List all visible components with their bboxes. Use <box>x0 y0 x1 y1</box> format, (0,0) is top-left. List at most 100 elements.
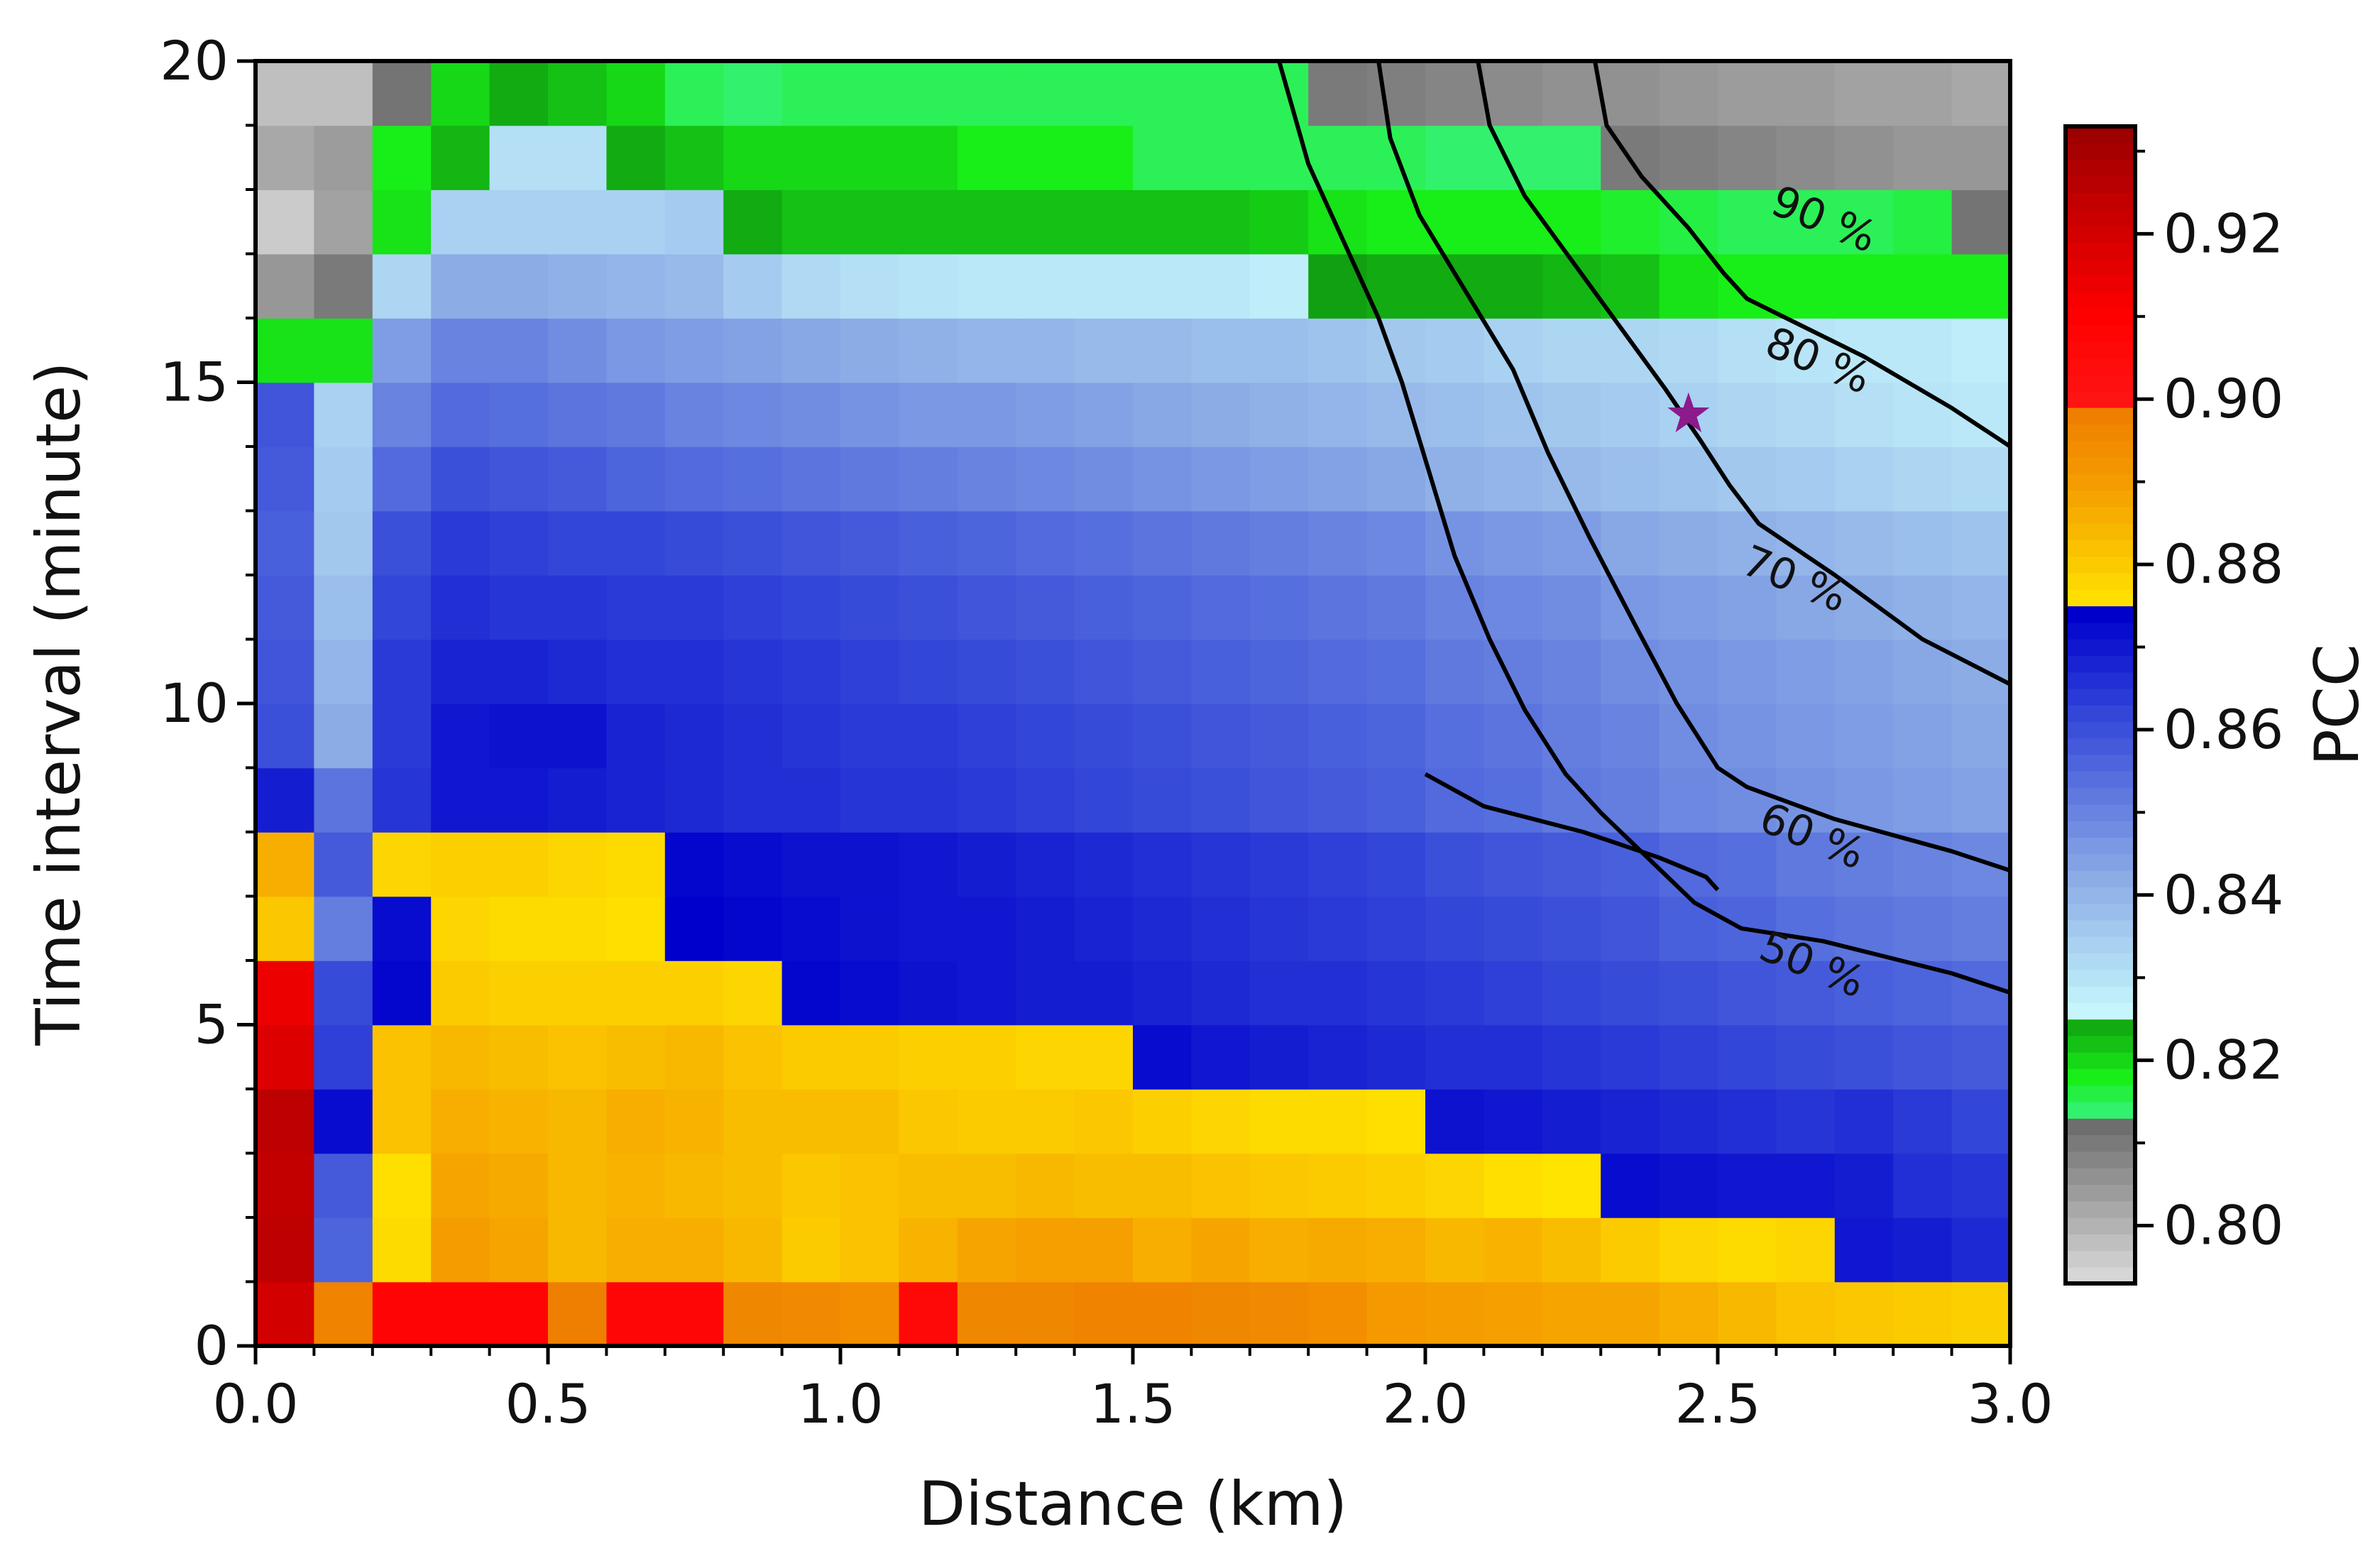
y-tick-label: 10 <box>160 672 229 735</box>
heatmap-cell <box>840 318 900 383</box>
heatmap-cell <box>431 1024 490 1090</box>
heatmap-cell <box>489 703 549 769</box>
heatmap-cell <box>1074 382 1134 447</box>
heatmap-cell <box>840 1217 900 1283</box>
heatmap-cell <box>372 1089 432 1154</box>
heatmap-cell <box>1249 382 1309 447</box>
heatmap-cell <box>1016 190 1075 255</box>
heatmap-cell <box>957 318 1016 383</box>
heatmap-cell <box>782 639 841 704</box>
heatmap-cell <box>723 703 783 769</box>
colorbar-segment <box>2066 1151 2135 1168</box>
heatmap-cell <box>1308 767 1368 833</box>
heatmap-cell <box>1776 61 1836 126</box>
heatmap-cell <box>1659 1089 1718 1154</box>
heatmap-cell <box>1893 125 1953 190</box>
colorbar-segment <box>2066 473 2135 491</box>
heatmap-cell <box>489 767 549 833</box>
heatmap-cell <box>1601 190 1660 255</box>
heatmap-cell <box>1718 960 1777 1026</box>
heatmap-cell <box>723 510 783 576</box>
colorbar-segment <box>2066 143 2135 160</box>
heatmap-cell <box>899 190 958 255</box>
x-tick-label: 2.0 <box>1383 1372 1469 1435</box>
heatmap-cell <box>782 318 841 383</box>
heatmap-cell <box>899 896 958 961</box>
heatmap-cell <box>1191 190 1251 255</box>
heatmap-cell <box>431 703 490 769</box>
heatmap-cell <box>1308 61 1368 126</box>
heatmap-cell <box>1659 190 1718 255</box>
heatmap-cell <box>314 125 373 190</box>
heatmap-cell <box>431 1089 490 1154</box>
heatmap-cell <box>1366 767 1426 833</box>
colorbar-segment <box>2066 638 2135 656</box>
heatmap-cell <box>840 1281 900 1347</box>
heatmap-cell <box>1951 575 2011 640</box>
heatmap-cell <box>606 767 666 833</box>
colorbar-segment <box>2066 738 2135 755</box>
heatmap-cell <box>1016 447 1075 512</box>
heatmap-cell <box>1601 1024 1660 1090</box>
heatmap-cell <box>1366 1153 1426 1218</box>
heatmap-cell <box>1366 382 1426 447</box>
heatmap-cell <box>372 767 432 833</box>
heatmap-cell <box>1016 575 1075 640</box>
heatmap-cell <box>840 510 900 576</box>
heatmap-cell <box>1893 510 1953 576</box>
colorbar-segment <box>2066 821 2135 838</box>
heatmap-cell <box>256 382 315 447</box>
heatmap-cell <box>1601 575 1660 640</box>
heatmap-cell <box>1191 61 1251 126</box>
heatmap-cell <box>372 125 432 190</box>
colorbar-tick-label: 0.88 <box>2164 532 2283 596</box>
heatmap-cell <box>314 1024 373 1090</box>
colorbar-segment <box>2066 390 2135 408</box>
heatmap-cell <box>782 190 841 255</box>
heatmap-cell <box>1308 1024 1368 1090</box>
heatmap-cell <box>840 447 900 512</box>
heatmap-cell <box>1951 1217 2011 1283</box>
heatmap-cell <box>314 960 373 1026</box>
heatmap-cell <box>840 1024 900 1090</box>
heatmap-cell <box>256 575 315 640</box>
heatmap-cell <box>1308 510 1368 576</box>
heatmap-cell <box>1718 61 1777 126</box>
heatmap-cell <box>1191 1217 1251 1283</box>
heatmap-cell <box>372 190 432 255</box>
heatmap-cell <box>1601 382 1660 447</box>
heatmap-cell <box>957 1153 1016 1218</box>
heatmap-cell <box>1249 703 1309 769</box>
heatmap-cell <box>372 1217 432 1283</box>
heatmap-cell <box>1834 575 1894 640</box>
heatmap-cell <box>664 575 724 640</box>
heatmap-cell <box>723 125 783 190</box>
colorbar-tick-label: 0.82 <box>2164 1029 2283 1092</box>
heatmap-cell <box>372 960 432 1026</box>
heatmap-cell <box>1191 318 1251 383</box>
heatmap-cell <box>431 1281 490 1347</box>
heatmap-cell <box>1425 703 1485 769</box>
heatmap-cell <box>723 61 783 126</box>
heatmap-cell <box>1542 575 1601 640</box>
colorbar-frame <box>2063 124 2137 1286</box>
colorbar-segment <box>2066 953 2135 970</box>
heatmap-cell <box>1776 1089 1836 1154</box>
heatmap-cell <box>1308 1089 1368 1154</box>
heatmap-cell <box>1191 703 1251 769</box>
colorbar-segment <box>2066 919 2135 937</box>
heatmap-cell <box>1016 639 1075 704</box>
colorbar-segment <box>2066 1200 2135 1218</box>
colorbar-segment <box>2066 1035 2135 1053</box>
heatmap-cell <box>256 1281 315 1347</box>
colorbar-segment <box>2066 804 2135 821</box>
heatmap-cell <box>1951 253 2011 319</box>
heatmap-cell <box>1776 190 1836 255</box>
heatmap-cell <box>1133 125 1192 190</box>
heatmap-cell <box>899 1281 958 1347</box>
heatmap-cell <box>1834 447 1894 512</box>
heatmap-cell <box>1776 960 1836 1026</box>
heatmap-cell <box>1659 510 1718 576</box>
colorbar-segment <box>2066 1052 2135 1070</box>
